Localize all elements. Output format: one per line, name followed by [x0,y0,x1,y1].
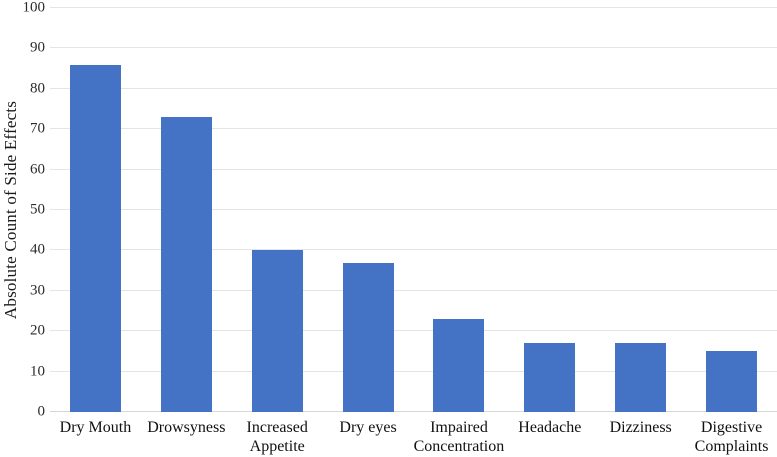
bar-slot [686,8,777,412]
bar-slot [141,8,232,412]
bar [615,343,667,412]
bar-slot [414,8,505,412]
y-tick-label: 90 [30,39,45,56]
y-tick-label: 60 [30,161,45,178]
bar-series [50,8,777,412]
gridline [50,87,777,89]
gridline [50,289,777,291]
y-tick-label: 0 [37,403,46,420]
bar-slot [504,8,595,412]
bar [524,343,576,412]
bar [251,250,303,412]
x-tick-label: Dry Mouth [59,419,132,436]
bar-slot [232,8,323,412]
y-tick-label: 100 [22,0,46,16]
x-tick-label: Headache [518,419,582,436]
y-axis-tick-labels: 0 10 20 30 40 50 60 70 80 90 100 [0,0,46,420]
bar [160,117,212,412]
gridline [50,330,777,332]
y-tick-label: 50 [30,201,45,218]
bar-slot [323,8,414,412]
x-tick-label: Dizziness [609,419,672,436]
gridline [50,128,777,130]
y-tick-label: 20 [30,322,45,339]
bar [69,64,121,412]
bar-slot [50,8,141,412]
y-tick-label: 40 [30,241,45,258]
x-tick-label: Impaired Concentration [413,419,505,455]
y-tick-label: 80 [30,80,45,97]
y-tick-label: 10 [30,363,45,380]
gridline [50,7,777,8]
gridline [50,47,777,49]
gridline [50,249,777,251]
gridline [50,370,777,372]
x-axis-baseline [50,411,777,412]
plot-area [50,7,777,412]
y-tick-label: 30 [30,282,45,299]
bar [706,351,758,412]
gridline [50,209,777,210]
bar [433,319,485,412]
x-tick-label: Increased Appetite [246,419,308,455]
gridline [50,168,777,170]
x-axis-category-labels: Dry Mouth Drowsyness Increased Appetite Dry… [50,418,777,456]
x-tick-label: Digestive Complaints [694,419,769,455]
y-tick-label: 70 [30,120,45,137]
x-tick-label: Drowsyness [147,419,226,436]
bar-slot [595,8,686,412]
bar [342,262,394,412]
x-tick-label: Dry eyes [339,419,397,436]
